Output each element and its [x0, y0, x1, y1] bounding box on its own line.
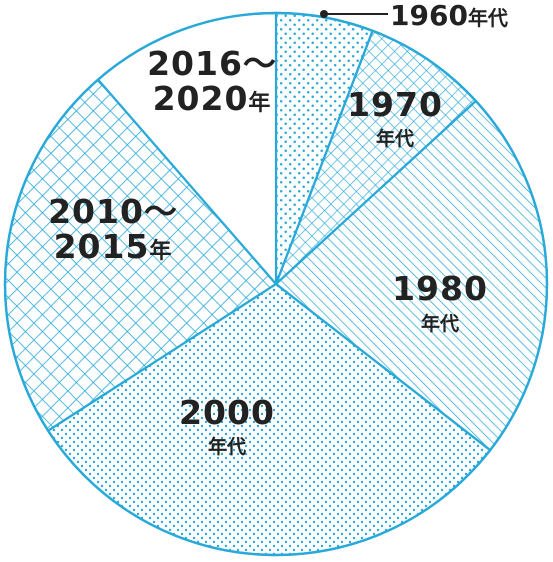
label-1970-num: 1970	[347, 85, 443, 124]
label-2010-line2: 2015年	[54, 227, 173, 266]
label-2010-line1: 2010〜	[48, 192, 178, 231]
label-1980-unit: 年代	[421, 312, 459, 335]
label-2000-num: 2000	[179, 393, 275, 432]
label-2016-line1: 2016〜	[147, 44, 277, 83]
label-1960: 1960年代	[390, 0, 508, 32]
label-2016-line2: 2020年	[153, 79, 272, 118]
label-1970-unit: 年代	[376, 127, 414, 150]
label-1980-num: 1980	[392, 269, 488, 308]
pie-outline	[3, 11, 549, 557]
callout-1960: 1960年代	[320, 0, 508, 32]
pie-slices	[3, 11, 549, 557]
label-2000-unit: 年代	[208, 435, 246, 458]
